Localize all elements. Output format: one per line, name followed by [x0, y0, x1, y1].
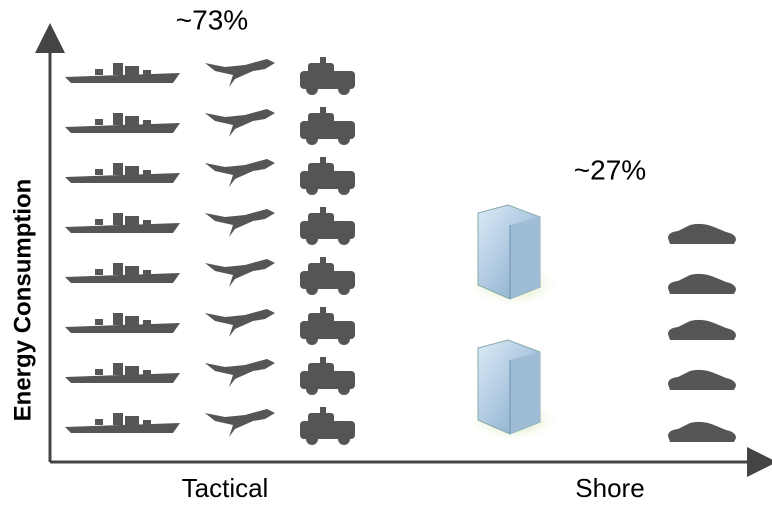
ship-icon — [65, 63, 180, 83]
ship-icon — [65, 363, 180, 383]
value-label: ~27% — [574, 154, 646, 185]
plane-icon — [205, 309, 275, 337]
plane-icon — [205, 359, 275, 387]
x-tick-label: Tactical — [182, 473, 269, 503]
plane-icon — [205, 159, 275, 187]
ship-icon — [65, 413, 180, 433]
car-icon — [668, 319, 736, 340]
ship-icon — [65, 213, 180, 233]
truck-icon — [300, 357, 355, 395]
plane-icon — [205, 59, 275, 87]
pictogram-group — [464, 204, 736, 443]
truck-icon — [300, 157, 355, 195]
value-label: ~73% — [176, 4, 248, 35]
car-icon — [668, 273, 736, 294]
plane-icon — [205, 109, 275, 137]
y-axis-label: Energy Consumption — [9, 179, 36, 422]
car-icon — [668, 421, 736, 442]
truck-icon — [300, 207, 355, 245]
truck-icon — [300, 57, 355, 95]
truck-icon — [300, 307, 355, 345]
plane-icon — [205, 409, 275, 437]
plane-icon — [205, 209, 275, 237]
ship-icon — [65, 163, 180, 183]
car-icon — [668, 223, 736, 244]
truck-icon — [300, 407, 355, 445]
x-tick-label: Shore — [575, 473, 644, 503]
ship-icon — [65, 113, 180, 133]
truck-icon — [300, 107, 355, 145]
ship-icon — [65, 313, 180, 333]
plane-icon — [205, 259, 275, 287]
building-icon — [464, 204, 562, 308]
truck-icon — [300, 257, 355, 295]
car-icon — [668, 369, 736, 390]
ship-icon — [65, 263, 180, 283]
building-icon — [464, 339, 562, 443]
pictogram-group — [65, 57, 355, 445]
